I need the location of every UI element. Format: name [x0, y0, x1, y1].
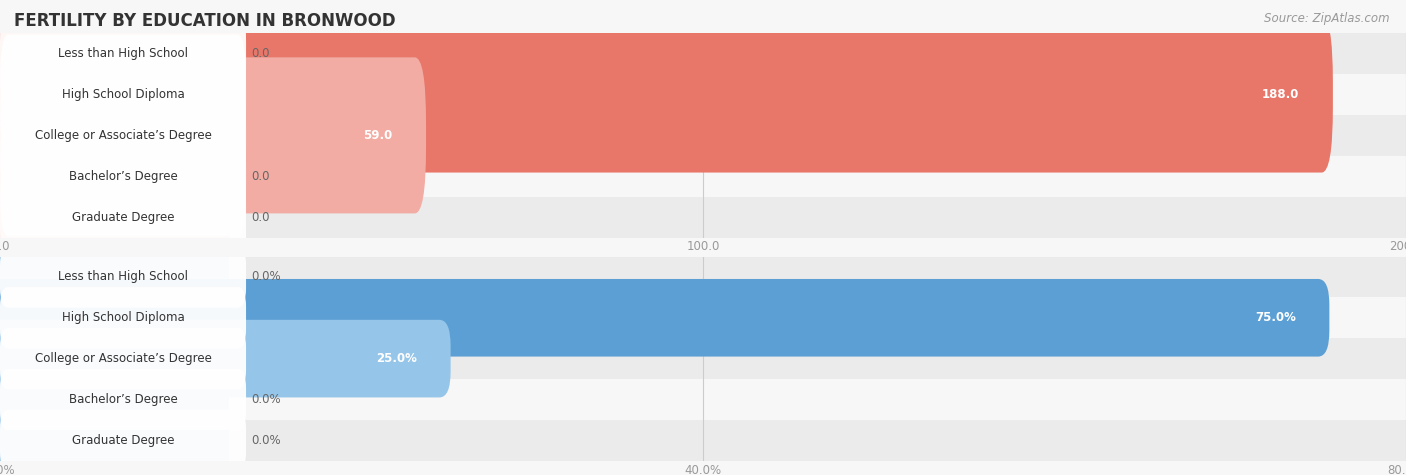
Text: Less than High School: Less than High School: [58, 270, 188, 284]
FancyBboxPatch shape: [0, 116, 246, 236]
Text: Graduate Degree: Graduate Degree: [72, 434, 174, 447]
FancyBboxPatch shape: [0, 98, 229, 254]
Text: 75.0%: 75.0%: [1254, 311, 1296, 324]
Text: College or Associate’s Degree: College or Associate’s Degree: [35, 352, 211, 365]
Text: 188.0: 188.0: [1261, 88, 1299, 101]
Text: Graduate Degree: Graduate Degree: [72, 210, 174, 224]
FancyBboxPatch shape: [0, 328, 246, 389]
Text: 0.0%: 0.0%: [252, 270, 281, 284]
Bar: [0, 420, 1406, 461]
Text: 0.0%: 0.0%: [252, 393, 281, 406]
Bar: [0, 338, 1406, 379]
Bar: [0, 197, 1406, 238]
Text: College or Associate’s Degree: College or Associate’s Degree: [35, 129, 211, 142]
FancyBboxPatch shape: [0, 361, 229, 438]
FancyBboxPatch shape: [0, 139, 229, 295]
Text: 0.0: 0.0: [252, 210, 270, 224]
Text: 59.0: 59.0: [363, 129, 392, 142]
Text: 0.0%: 0.0%: [252, 434, 281, 447]
Bar: [0, 115, 1406, 156]
Bar: [0, 379, 1406, 420]
Text: 25.0%: 25.0%: [375, 352, 416, 365]
FancyBboxPatch shape: [0, 409, 246, 471]
FancyBboxPatch shape: [0, 0, 229, 132]
Text: 0.0: 0.0: [252, 47, 270, 60]
Text: Bachelor’s Degree: Bachelor’s Degree: [69, 393, 177, 406]
FancyBboxPatch shape: [0, 35, 246, 154]
FancyBboxPatch shape: [0, 76, 246, 195]
FancyBboxPatch shape: [0, 247, 246, 308]
FancyBboxPatch shape: [0, 157, 246, 277]
Text: FERTILITY BY EDUCATION IN BRONWOOD: FERTILITY BY EDUCATION IN BRONWOOD: [14, 12, 395, 30]
Bar: [0, 297, 1406, 338]
Text: Bachelor’s Degree: Bachelor’s Degree: [69, 170, 177, 183]
Bar: [0, 33, 1406, 74]
FancyBboxPatch shape: [0, 17, 1333, 172]
Text: High School Diploma: High School Diploma: [62, 88, 184, 101]
FancyBboxPatch shape: [0, 401, 229, 475]
Bar: [0, 156, 1406, 197]
Bar: [0, 74, 1406, 115]
Text: 0.0: 0.0: [252, 170, 270, 183]
FancyBboxPatch shape: [0, 0, 246, 114]
FancyBboxPatch shape: [0, 320, 450, 398]
Text: Source: ZipAtlas.com: Source: ZipAtlas.com: [1264, 12, 1389, 25]
FancyBboxPatch shape: [0, 238, 229, 316]
Bar: [0, 256, 1406, 297]
FancyBboxPatch shape: [0, 279, 1330, 357]
FancyBboxPatch shape: [0, 57, 426, 213]
FancyBboxPatch shape: [0, 369, 246, 430]
Text: High School Diploma: High School Diploma: [62, 311, 184, 324]
FancyBboxPatch shape: [0, 287, 246, 349]
Text: Less than High School: Less than High School: [58, 47, 188, 60]
